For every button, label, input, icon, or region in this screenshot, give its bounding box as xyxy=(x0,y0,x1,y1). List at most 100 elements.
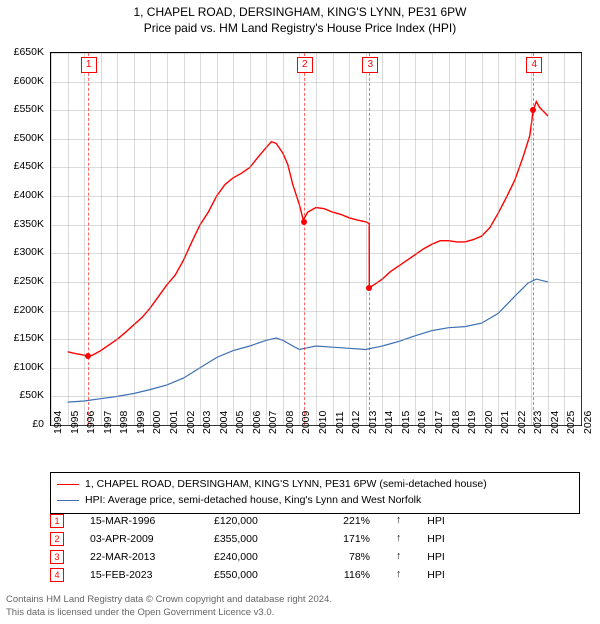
gridline-v xyxy=(465,53,466,425)
legend-label-hpi: HPI: Average price, semi-detached house,… xyxy=(85,493,421,509)
y-axis-label: £350K xyxy=(4,218,44,230)
x-axis-label: 2022 xyxy=(516,411,528,434)
x-axis-label: 2026 xyxy=(582,411,594,434)
x-axis-label: 2006 xyxy=(251,411,263,434)
sale-reference-line xyxy=(88,53,89,425)
sale-price: £120,000 xyxy=(214,515,286,527)
x-axis-label: 2012 xyxy=(350,411,362,434)
gridline-v xyxy=(449,53,450,425)
x-axis-label: 1998 xyxy=(118,411,130,434)
sale-table-row: 322-MAR-2013£240,00078%↑HPI xyxy=(50,548,580,566)
gridline-v xyxy=(581,53,582,425)
x-axis-label: 2010 xyxy=(317,411,329,434)
x-axis-label: 1996 xyxy=(85,411,97,434)
x-axis-label: 2000 xyxy=(151,411,163,434)
y-axis-label: £400K xyxy=(4,189,44,201)
sale-point-dot xyxy=(301,219,307,225)
sale-point-dot xyxy=(85,353,91,359)
footer-line-2: This data is licensed under the Open Gov… xyxy=(6,607,594,620)
x-axis-label: 2003 xyxy=(201,411,213,434)
gridline-v xyxy=(399,53,400,425)
y-axis-label: £150K xyxy=(4,332,44,344)
gridline-v xyxy=(134,53,135,425)
gridline-v xyxy=(415,53,416,425)
x-axis-label: 2018 xyxy=(450,411,462,434)
gridline-v xyxy=(51,53,52,425)
attribution-footer: Contains HM Land Registry data © Crown c… xyxy=(6,594,594,620)
sale-marker: 1 xyxy=(50,514,64,528)
x-axis-label: 2017 xyxy=(433,411,445,434)
gridline-v xyxy=(299,53,300,425)
x-axis-label: 2005 xyxy=(234,411,246,434)
sale-cmp-label: HPI xyxy=(427,569,445,581)
legend-swatch-blue xyxy=(57,500,79,501)
gridline-v xyxy=(266,53,267,425)
sale-marker: 2 xyxy=(297,57,313,73)
sale-pct-vs-hpi: 171% xyxy=(312,533,370,545)
sale-table-row: 115-MAR-1996£120,000221%↑HPI xyxy=(50,512,580,530)
arrow-up-icon: ↑ xyxy=(396,550,401,562)
title-line-1: 1, CHAPEL ROAD, DERSINGHAM, KING'S LYNN,… xyxy=(0,4,600,20)
sale-cmp-label: HPI xyxy=(427,551,445,563)
chart-legend: 1, CHAPEL ROAD, DERSINGHAM, KING'S LYNN,… xyxy=(50,472,580,514)
series-line-hpi xyxy=(68,279,548,402)
x-axis-label: 2025 xyxy=(565,411,577,434)
gridline-v xyxy=(84,53,85,425)
sale-marker: 3 xyxy=(362,57,378,73)
x-axis-label: 2014 xyxy=(383,411,395,434)
gridline-v xyxy=(184,53,185,425)
sale-price: £355,000 xyxy=(214,533,286,545)
y-axis-label: £50K xyxy=(4,389,44,401)
chart-title: 1, CHAPEL ROAD, DERSINGHAM, KING'S LYNN,… xyxy=(0,4,600,36)
sale-marker: 3 xyxy=(50,550,64,564)
x-axis-label: 2001 xyxy=(168,411,180,434)
sale-table-row: 415-FEB-2023£550,000116%↑HPI xyxy=(50,566,580,584)
y-axis-label: £250K xyxy=(4,275,44,287)
sale-reference-line xyxy=(369,53,370,425)
x-axis-label: 2015 xyxy=(400,411,412,434)
x-axis-label: 2024 xyxy=(549,411,561,434)
x-axis-label: 1999 xyxy=(135,411,147,434)
sales-table: 115-MAR-1996£120,000221%↑HPI203-APR-2009… xyxy=(50,512,580,584)
x-axis-label: 2013 xyxy=(367,411,379,434)
gridline-v xyxy=(283,53,284,425)
arrow-up-icon: ↑ xyxy=(396,532,401,544)
sale-marker: 4 xyxy=(526,57,542,73)
y-axis-label: £100K xyxy=(4,361,44,373)
gridline-v xyxy=(200,53,201,425)
sale-point-dot xyxy=(530,107,536,113)
arrow-up-icon: ↑ xyxy=(396,514,401,526)
x-axis-label: 2016 xyxy=(416,411,428,434)
gridline-v xyxy=(548,53,549,425)
gridline-v xyxy=(432,53,433,425)
x-axis-label: 2019 xyxy=(466,411,478,434)
y-axis-label: £500K xyxy=(4,132,44,144)
gridline-v xyxy=(349,53,350,425)
sale-date: 15-MAR-1996 xyxy=(90,515,188,527)
gridline-v xyxy=(382,53,383,425)
gridline-v xyxy=(250,53,251,425)
y-axis-label: £200K xyxy=(4,304,44,316)
sale-price: £240,000 xyxy=(214,551,286,563)
sale-date: 22-MAR-2013 xyxy=(90,551,188,563)
legend-label-price-paid: 1, CHAPEL ROAD, DERSINGHAM, KING'S LYNN,… xyxy=(85,477,487,493)
y-axis-label: £450K xyxy=(4,160,44,172)
y-axis-label: £600K xyxy=(4,75,44,87)
gridline-v xyxy=(515,53,516,425)
x-axis-label: 2008 xyxy=(284,411,296,434)
x-axis-label: 2009 xyxy=(300,411,312,434)
legend-swatch-red xyxy=(57,484,79,485)
sale-marker: 4 xyxy=(50,568,64,582)
arrow-up-icon: ↑ xyxy=(396,568,401,580)
legend-row-price-paid: 1, CHAPEL ROAD, DERSINGHAM, KING'S LYNN,… xyxy=(57,477,573,493)
title-line-2: Price paid vs. HM Land Registry's House … xyxy=(0,20,600,36)
x-axis-label: 2002 xyxy=(185,411,197,434)
y-axis-label: £0 xyxy=(4,418,44,430)
sale-marker: 2 xyxy=(50,532,64,546)
sale-pct-vs-hpi: 116% xyxy=(312,569,370,581)
legend-row-hpi: HPI: Average price, semi-detached house,… xyxy=(57,493,573,509)
x-axis-label: 1995 xyxy=(69,411,81,434)
x-axis-label: 2020 xyxy=(483,411,495,434)
x-axis-label: 2007 xyxy=(267,411,279,434)
sale-cmp-label: HPI xyxy=(427,515,445,527)
